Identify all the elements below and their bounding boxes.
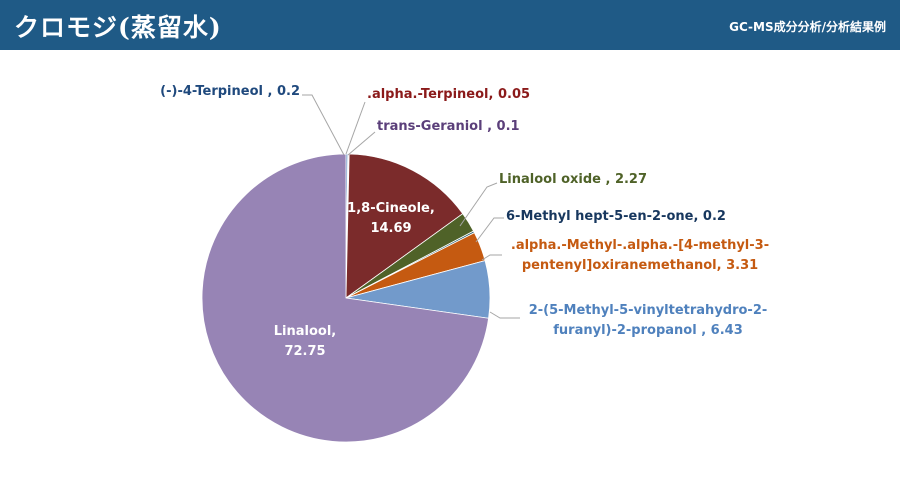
leader-line bbox=[345, 101, 366, 155]
slice-data-label-line: 72.75 bbox=[284, 344, 325, 359]
slice-data-label: Linalool, 72.75 bbox=[274, 324, 336, 359]
pie-slice bbox=[345, 153, 464, 299]
slice-data-label-line: 14.69 bbox=[370, 221, 411, 236]
pie-chart: (-)-4-Terpineol , 0.2 .alpha.-Terpineol, … bbox=[0, 50, 900, 482]
slice-data-label-line: trans-Geraniol , 0.1 bbox=[377, 119, 520, 134]
page-subtitle: GC-MS成分分析/分析結果例 bbox=[729, 20, 886, 34]
slice-data-label-line: 6-Methyl hept-5-en-2-one, 0.2 bbox=[506, 209, 726, 224]
slice-data-label-line: pentenyl]oxiranemethanol, 3.31 bbox=[522, 258, 758, 273]
slice-data-label-line: 1,8-Cineole, bbox=[347, 201, 435, 216]
slice-data-label-line: .alpha.-Methyl-.alpha.-[4-methyl-3- bbox=[511, 238, 769, 253]
slice-data-label: 2-(5-Methyl-5-vinyltetrahydro-2- furanyl)… bbox=[529, 303, 768, 338]
leader-line bbox=[347, 131, 376, 156]
leader-line bbox=[475, 217, 504, 243]
slice-data-label-line: (-)-4-Terpineol , 0.2 bbox=[160, 84, 300, 99]
header-bar: クロモジ(蒸留水) GC-MS成分分析/分析結果例 bbox=[0, 0, 900, 50]
pie-chart-svg: (-)-4-Terpineol , 0.2 .alpha.-Terpineol, … bbox=[160, 84, 769, 443]
slice-data-label: .alpha.-Terpineol, 0.05 bbox=[367, 87, 530, 102]
leader-line bbox=[302, 94, 345, 156]
slice-data-label-line: 2-(5-Methyl-5-vinyltetrahydro-2- bbox=[529, 303, 768, 318]
leader-line bbox=[481, 254, 502, 261]
leader-line bbox=[459, 182, 498, 227]
slice-data-label-line: furanyl)-2-propanol , 6.43 bbox=[553, 323, 743, 338]
pie-slice bbox=[201, 153, 490, 443]
slice-data-label-line: Linalool, bbox=[274, 324, 336, 339]
slice-data-label: trans-Geraniol , 0.1 bbox=[377, 119, 520, 134]
leader-line bbox=[489, 311, 520, 319]
slice-data-label: .alpha.-Methyl-.alpha.-[4-methyl-3- pente… bbox=[511, 238, 769, 273]
slice-data-label-line: Linalool oxide , 2.27 bbox=[499, 172, 647, 187]
slice-data-label: 1,8-Cineole, 14.69 bbox=[347, 201, 435, 236]
slice-data-label: Linalool oxide , 2.27 bbox=[499, 172, 647, 187]
slice-data-label: (-)-4-Terpineol , 0.2 bbox=[160, 84, 300, 99]
page-title: クロモジ(蒸留水) bbox=[14, 13, 222, 42]
slice-data-label: 6-Methyl hept-5-en-2-one, 0.2 bbox=[506, 209, 726, 224]
slice-data-label-line: .alpha.-Terpineol, 0.05 bbox=[367, 87, 530, 102]
